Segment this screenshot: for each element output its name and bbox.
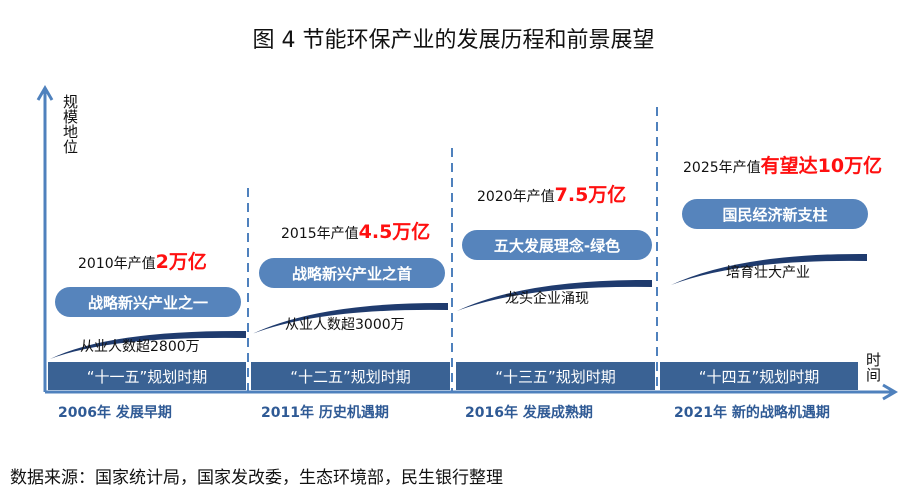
value-label-2020: 2020年产值7.5万亿 [477, 180, 626, 207]
value-highlight: 有望达10万亿 [760, 155, 883, 177]
period-label-2011: 2011年 历史机遇期 [261, 405, 389, 421]
x-axis [45, 383, 898, 401]
curve-label-4: 培育壮大产业 [726, 265, 810, 281]
value-prefix: 2020年产值 [477, 189, 555, 205]
stage-pill-1: 战略新兴产业之一 [55, 287, 241, 317]
stage-dividers [247, 107, 658, 392]
value-label-2010: 2010年产值2万亿 [78, 247, 207, 274]
curve-label-1: 从业人数超2800万 [80, 339, 200, 355]
stage-pill-3: 五大发展理念-绿色 [462, 230, 652, 260]
source-note: 数据来源：国家统计局，国家发改委，生态环境部，民生银行整理 [10, 468, 503, 488]
y-axis [36, 85, 54, 392]
growth-curve-3 [457, 279, 652, 311]
y-axis-label: 规模地位 [61, 94, 79, 154]
value-prefix: 2010年产值 [78, 256, 156, 272]
curve-label-3: 龙头企业涌现 [505, 291, 589, 307]
value-prefix: 2025年产值 [683, 160, 761, 176]
value-highlight: 2万亿 [155, 251, 207, 273]
value-highlight: 7.5万亿 [554, 184, 627, 206]
stage-pill-2: 战略新兴产业之首 [259, 258, 445, 288]
period-label-2016: 2016年 发展成熟期 [465, 405, 593, 421]
growth-curve-2 [252, 302, 448, 334]
x-axis-label: 时间 [864, 352, 882, 382]
growth-curves [50, 253, 867, 359]
figure-title: 图 4 节能环保产业的发展历程和前景展望 [252, 28, 655, 53]
value-label-2025: 2025年产值有望达10万亿 [683, 151, 882, 178]
period-label-2006: 2006年 发展早期 [58, 405, 172, 421]
curve-label-2: 从业人数超3000万 [285, 317, 405, 333]
period-label-2021: 2021年 新的战略机遇期 [674, 405, 830, 421]
value-prefix: 2015年产值 [281, 226, 359, 242]
plan-bar-11th: “十一五”规划时期 [48, 362, 246, 390]
plan-bar-13th: “十三五”规划时期 [456, 362, 655, 390]
growth-curve-1 [50, 330, 246, 359]
stage-pill-4: 国民经济新支柱 [682, 199, 868, 229]
value-label-2015: 2015年产值4.5万亿 [281, 217, 430, 244]
growth-curve-4 [671, 253, 867, 285]
plan-bar-12th: “十二五”规划时期 [251, 362, 450, 390]
plan-bar-14th: “十四五”规划时期 [660, 362, 858, 390]
value-highlight: 4.5万亿 [358, 221, 431, 243]
